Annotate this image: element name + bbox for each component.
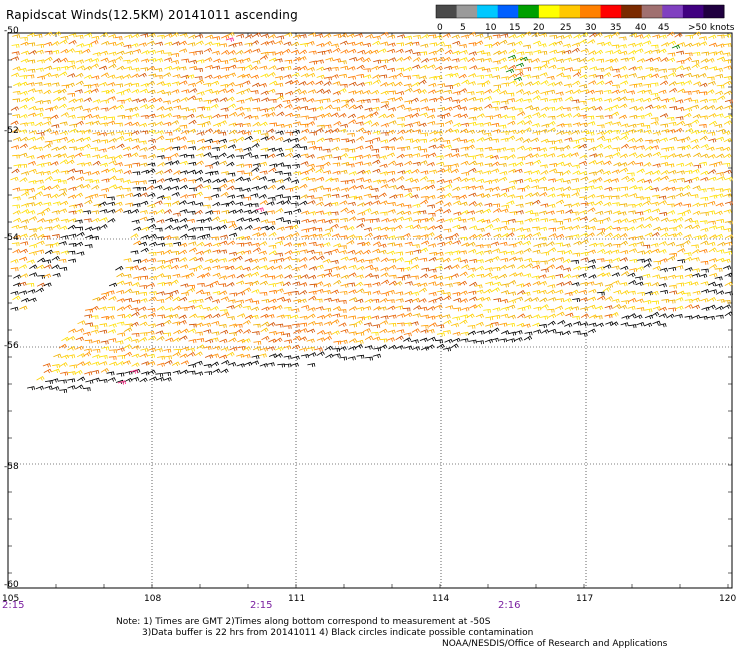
lat-label-50: -50 [4,26,19,36]
lon-label-114: 114 [432,594,450,604]
legend-label: >50 knots [688,23,735,33]
wind-speed-legend: 0 5 10 15 20 25 30 35 40 45 >50 knots [435,4,735,33]
legend-swatch [662,5,684,18]
lat-label-54: -54 [4,233,19,243]
wind-barbs [10,31,734,394]
legend-swatch [538,5,560,18]
legend-swatch [682,5,704,18]
legend-label: 25 [560,23,571,33]
lat-label-52: -52 [4,126,19,136]
legend-label: 40 [635,23,647,33]
legend-swatch [456,5,478,18]
legend-label: 20 [533,23,545,33]
legend-label: 35 [610,23,621,33]
lon-label-120: 120 [719,594,737,604]
credit-line: NOAA/NESDIS/Office of Research and Appli… [442,639,668,649]
time-label-3: 2:16 [498,600,521,611]
legend-label: 15 [509,23,520,33]
legend-swatch [436,5,458,18]
legend-swatch [621,5,643,18]
legend-label: 0 [437,23,443,33]
legend-label: 10 [485,23,497,33]
lon-label-105: 105 [2,594,20,604]
lat-label-56: -56 [4,341,19,351]
time-label-1: 2:15 [2,600,25,611]
map-title: Rapidscat Winds(12.5KM) 20141011 ascendi… [6,8,298,22]
legend-label: 5 [460,23,466,33]
legend-label: 45 [658,23,669,33]
legend-swatch [497,5,519,18]
legend-swatch [477,5,499,18]
legend-swatch [559,5,581,18]
note-line-2: 3)Data buffer is 22 hrs from 20141011 4)… [142,628,534,638]
legend-label: 30 [585,23,597,33]
legend-swatch [703,5,725,18]
legend-swatch [518,5,540,18]
time-label-2: 2:15 [250,600,273,611]
lat-label-60: -60 [4,580,19,590]
lon-label-117: 117 [576,594,594,604]
lon-label-108: 108 [144,594,162,604]
map-frame [7,32,733,589]
legend-swatch [600,5,622,18]
legend-swatch [641,5,663,18]
lon-label-111: 111 [288,594,306,604]
legend-swatch [580,5,602,18]
lat-label-58: -58 [4,462,19,472]
note-line-1: Note: 1) Times are GMT 2)Times along bot… [116,617,491,627]
